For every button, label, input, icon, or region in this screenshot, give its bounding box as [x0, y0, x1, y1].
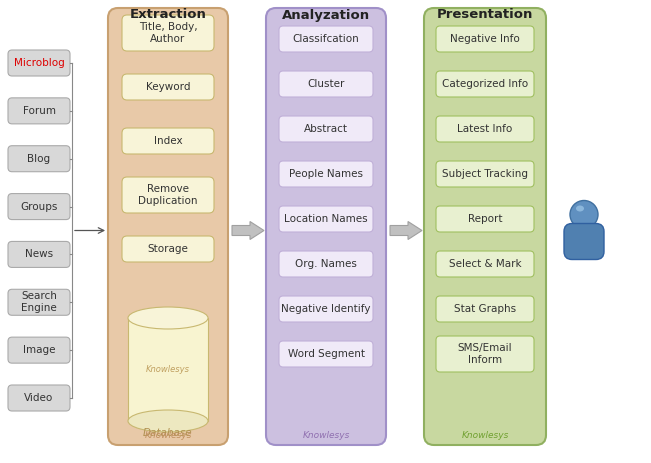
FancyBboxPatch shape [279, 341, 373, 367]
Text: Latest Info: Latest Info [458, 124, 512, 134]
Text: Word Segment: Word Segment [288, 349, 365, 359]
Text: Groups: Groups [20, 201, 58, 212]
Text: Image: Image [23, 345, 55, 355]
FancyBboxPatch shape [436, 26, 534, 52]
Text: Knowlesys: Knowlesys [462, 431, 508, 439]
Text: Cluster: Cluster [307, 79, 344, 89]
FancyBboxPatch shape [279, 161, 373, 187]
FancyBboxPatch shape [8, 146, 70, 172]
FancyBboxPatch shape [8, 337, 70, 363]
Text: Extraction: Extraction [130, 8, 206, 21]
Text: Abstract: Abstract [304, 124, 348, 134]
Text: Database: Database [143, 428, 193, 438]
FancyBboxPatch shape [8, 98, 70, 124]
FancyBboxPatch shape [122, 128, 214, 154]
Text: Select & Mark: Select & Mark [449, 259, 521, 269]
FancyBboxPatch shape [122, 15, 214, 51]
FancyBboxPatch shape [279, 206, 373, 232]
Text: Keyword: Keyword [146, 82, 190, 92]
FancyBboxPatch shape [8, 289, 70, 315]
FancyBboxPatch shape [8, 241, 70, 268]
FancyBboxPatch shape [122, 177, 214, 213]
Text: Microblog: Microblog [14, 58, 64, 68]
FancyBboxPatch shape [8, 194, 70, 219]
FancyBboxPatch shape [122, 236, 214, 262]
FancyBboxPatch shape [8, 385, 70, 411]
Text: Presentation: Presentation [437, 8, 533, 21]
Text: Storage: Storage [148, 244, 188, 254]
Ellipse shape [576, 206, 584, 212]
FancyBboxPatch shape [108, 8, 228, 445]
FancyBboxPatch shape [436, 206, 534, 232]
Text: Subject Tracking: Subject Tracking [442, 169, 528, 179]
FancyBboxPatch shape [424, 8, 546, 445]
FancyBboxPatch shape [266, 8, 386, 445]
FancyBboxPatch shape [436, 296, 534, 322]
Text: Analyzation: Analyzation [282, 8, 370, 21]
Text: Classifcation: Classifcation [293, 34, 359, 44]
FancyBboxPatch shape [436, 251, 534, 277]
FancyBboxPatch shape [279, 116, 373, 142]
FancyBboxPatch shape [279, 71, 373, 97]
FancyBboxPatch shape [279, 296, 373, 322]
Text: Video: Video [24, 393, 53, 403]
Text: Stat Graphs: Stat Graphs [454, 304, 516, 314]
Text: SMS/Email
Inform: SMS/Email Inform [458, 343, 512, 365]
Text: Title, Body,
Author: Title, Body, Author [139, 22, 197, 44]
FancyBboxPatch shape [122, 74, 214, 100]
FancyBboxPatch shape [436, 116, 534, 142]
Text: Forum: Forum [23, 106, 55, 116]
FancyBboxPatch shape [564, 224, 604, 259]
Polygon shape [390, 221, 422, 239]
FancyBboxPatch shape [279, 26, 373, 52]
Text: Org. Names: Org. Names [295, 259, 357, 269]
Text: Index: Index [154, 136, 182, 146]
Text: Knowlesys: Knowlesys [302, 431, 350, 439]
Circle shape [570, 200, 598, 229]
Ellipse shape [128, 410, 208, 432]
Text: Search
Engine: Search Engine [21, 292, 57, 313]
Text: Report: Report [468, 214, 503, 224]
Text: Remove
Duplication: Remove Duplication [138, 184, 198, 206]
Polygon shape [232, 221, 264, 239]
Ellipse shape [128, 307, 208, 329]
Text: News: News [25, 250, 53, 259]
FancyBboxPatch shape [436, 71, 534, 97]
FancyBboxPatch shape [436, 336, 534, 372]
Text: Location Names: Location Names [284, 214, 368, 224]
Text: Knowlesys: Knowlesys [145, 431, 191, 439]
Text: Blog: Blog [27, 154, 51, 164]
Text: Negative Info: Negative Info [450, 34, 520, 44]
FancyBboxPatch shape [279, 251, 373, 277]
Text: Knowlesys: Knowlesys [146, 365, 190, 374]
FancyBboxPatch shape [8, 50, 70, 76]
Bar [128, 318, 208, 421]
FancyBboxPatch shape [436, 161, 534, 187]
Text: Categorized Info: Categorized Info [442, 79, 528, 89]
Text: Negative Identify: Negative Identify [281, 304, 371, 314]
Text: People Names: People Names [289, 169, 363, 179]
